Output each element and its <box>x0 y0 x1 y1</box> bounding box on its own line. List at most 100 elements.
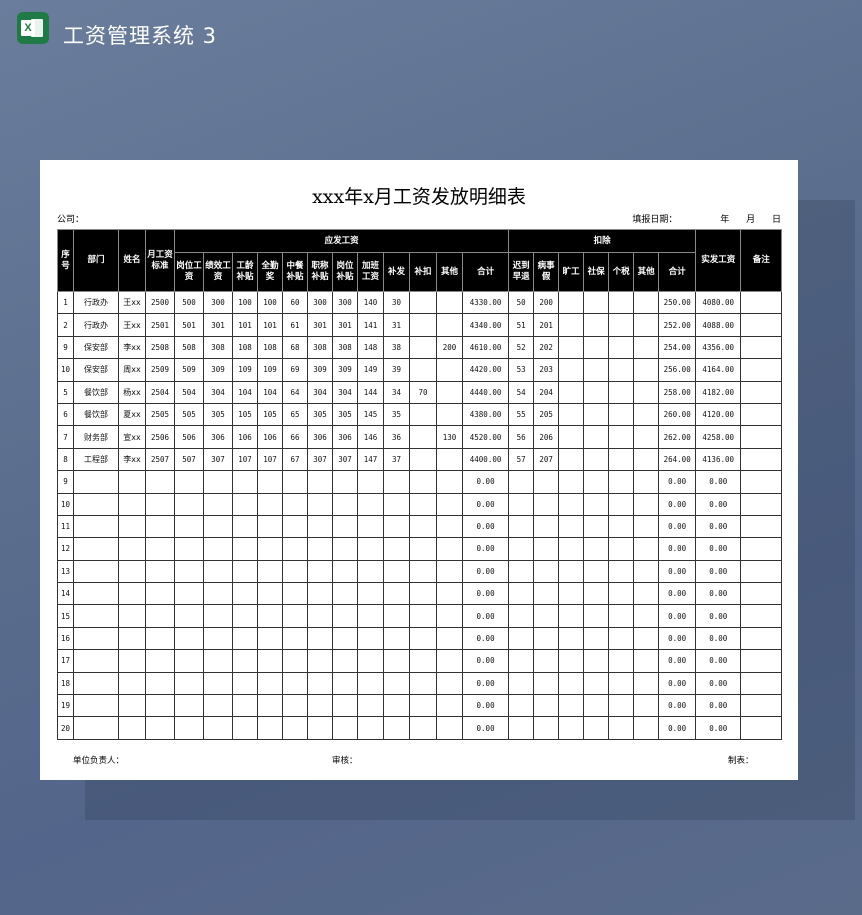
table-cell[interactable] <box>332 604 358 628</box>
table-cell[interactable] <box>232 671 258 696</box>
table-cell[interactable] <box>383 649 410 673</box>
table-cell[interactable] <box>282 649 308 673</box>
table-cell[interactable] <box>533 671 560 696</box>
table-cell[interactable] <box>740 335 783 360</box>
table-cell[interactable]: 2506 <box>145 425 175 449</box>
table-cell[interactable] <box>383 514 410 539</box>
table-cell[interactable]: 507 <box>174 447 204 472</box>
table-cell[interactable]: 0.00 <box>658 559 697 584</box>
table-cell[interactable] <box>174 694 204 718</box>
table-cell[interactable]: 38 <box>383 335 410 360</box>
table-cell[interactable]: 0.00 <box>695 514 742 539</box>
table-cell[interactable] <box>257 694 283 718</box>
table-cell[interactable] <box>73 671 119 696</box>
table-cell[interactable] <box>332 649 358 673</box>
table-cell[interactable]: 109 <box>257 358 283 382</box>
table-cell[interactable]: 61 <box>282 313 308 337</box>
table-cell[interactable] <box>307 582 333 606</box>
table-cell[interactable] <box>282 537 308 561</box>
table-cell[interactable] <box>608 358 635 382</box>
table-cell[interactable] <box>436 582 463 606</box>
table-cell[interactable]: 2504 <box>145 380 175 404</box>
table-cell[interactable] <box>409 290 437 315</box>
table-cell[interactable] <box>633 559 660 584</box>
table-cell[interactable] <box>332 559 358 584</box>
table-cell[interactable] <box>203 559 233 584</box>
table-cell[interactable]: 0.00 <box>461 626 510 651</box>
table-cell[interactable] <box>203 470 233 494</box>
table-cell[interactable] <box>73 649 119 673</box>
table-cell[interactable] <box>740 716 783 740</box>
table-cell[interactable]: 305 <box>203 402 233 427</box>
table-cell[interactable] <box>257 604 283 628</box>
table-cell[interactable] <box>533 559 560 584</box>
table-cell[interactable] <box>608 604 635 628</box>
table-cell[interactable]: 106 <box>257 425 283 449</box>
table-cell[interactable]: 李xx <box>118 335 146 360</box>
table-cell[interactable]: 0.00 <box>461 559 510 584</box>
table-cell[interactable] <box>383 694 410 718</box>
table-cell[interactable]: 67 <box>282 447 308 472</box>
table-cell[interactable] <box>508 649 535 673</box>
table-cell[interactable] <box>357 604 384 628</box>
table-cell[interactable]: 5 <box>57 380 74 404</box>
table-cell[interactable] <box>633 358 660 382</box>
table-cell[interactable] <box>257 514 283 539</box>
table-cell[interactable] <box>232 604 258 628</box>
table-cell[interactable]: 144 <box>357 380 384 404</box>
table-cell[interactable] <box>118 492 146 516</box>
table-cell[interactable]: 65 <box>282 402 308 427</box>
table-cell[interactable]: 200 <box>533 290 560 315</box>
table-cell[interactable] <box>633 470 660 494</box>
table-cell[interactable] <box>740 671 783 696</box>
table-cell[interactable] <box>409 537 437 561</box>
table-cell[interactable] <box>257 470 283 494</box>
table-cell[interactable] <box>583 492 610 516</box>
table-cell[interactable] <box>740 380 783 404</box>
table-cell[interactable] <box>282 470 308 494</box>
table-cell[interactable] <box>145 470 175 494</box>
table-cell[interactable] <box>174 470 204 494</box>
table-cell[interactable]: 104 <box>257 380 283 404</box>
table-cell[interactable] <box>633 402 660 427</box>
table-cell[interactable]: 2509 <box>145 358 175 382</box>
table-cell[interactable] <box>232 626 258 651</box>
table-cell[interactable]: 306 <box>332 425 358 449</box>
table-cell[interactable] <box>558 313 585 337</box>
table-cell[interactable] <box>608 470 635 494</box>
table-cell[interactable] <box>436 559 463 584</box>
table-cell[interactable]: 9 <box>57 470 74 494</box>
table-cell[interactable] <box>145 582 175 606</box>
table-cell[interactable] <box>118 514 146 539</box>
table-cell[interactable] <box>533 604 560 628</box>
table-cell[interactable] <box>436 649 463 673</box>
table-cell[interactable]: 106 <box>232 425 258 449</box>
table-cell[interactable]: 4164.00 <box>695 358 742 382</box>
table-cell[interactable]: 31 <box>383 313 410 337</box>
table-cell[interactable] <box>558 470 585 494</box>
table-cell[interactable] <box>740 514 783 539</box>
table-cell[interactable]: 57 <box>508 447 535 472</box>
table-cell[interactable] <box>558 559 585 584</box>
table-cell[interactable] <box>558 694 585 718</box>
table-cell[interactable] <box>583 470 610 494</box>
table-cell[interactable] <box>73 694 119 718</box>
table-cell[interactable] <box>257 559 283 584</box>
table-cell[interactable] <box>307 559 333 584</box>
table-cell[interactable] <box>383 626 410 651</box>
table-cell[interactable] <box>232 582 258 606</box>
table-cell[interactable] <box>608 425 635 449</box>
table-cell[interactable] <box>307 626 333 651</box>
table-cell[interactable]: 0.00 <box>658 582 697 606</box>
table-cell[interactable]: 100 <box>257 290 283 315</box>
table-cell[interactable] <box>332 626 358 651</box>
table-cell[interactable]: 53 <box>508 358 535 382</box>
table-cell[interactable]: 300 <box>307 290 333 315</box>
table-cell[interactable] <box>608 626 635 651</box>
table-cell[interactable] <box>583 671 610 696</box>
table-cell[interactable]: 0.00 <box>461 582 510 606</box>
table-cell[interactable]: 0.00 <box>461 470 510 494</box>
table-cell[interactable] <box>357 582 384 606</box>
table-cell[interactable] <box>740 604 783 628</box>
table-cell[interactable] <box>357 470 384 494</box>
